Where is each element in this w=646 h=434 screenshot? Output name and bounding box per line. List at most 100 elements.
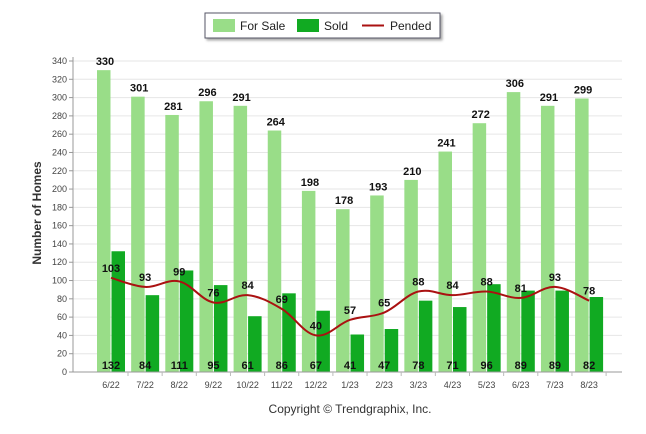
pended-value-label: 99 xyxy=(173,266,185,278)
x-tick-label: 9/22 xyxy=(205,380,223,390)
x-tick-label: 10/22 xyxy=(236,380,259,390)
sold-value-label: 61 xyxy=(241,360,253,372)
y-tick-label: 0 xyxy=(62,367,67,377)
pended-value-label: 40 xyxy=(310,320,322,332)
sold-value-label: 67 xyxy=(310,360,322,372)
x-tick-label: 6/22 xyxy=(102,380,120,390)
for-sale-value-label: 272 xyxy=(471,109,489,121)
for-sale-value-label: 291 xyxy=(540,92,558,104)
sold-value-label: 89 xyxy=(549,360,561,372)
sold-value-label: 96 xyxy=(481,360,493,372)
for-sale-value-label: 306 xyxy=(506,78,524,90)
y-tick-label: 340 xyxy=(52,56,67,66)
y-tick-label: 260 xyxy=(52,129,67,139)
bar-for-sale xyxy=(506,92,521,372)
sold-value-label: 111 xyxy=(171,360,188,372)
for-sale-value-label: 296 xyxy=(198,87,216,99)
bar-sold xyxy=(145,295,160,372)
for-sale-value-label: 281 xyxy=(164,101,182,113)
y-tick-label: 60 xyxy=(57,312,67,322)
pended-value-label: 93 xyxy=(139,272,151,284)
y-tick-label: 180 xyxy=(52,202,67,212)
for-sale-value-label: 264 xyxy=(267,117,286,129)
x-tick-label: 7/23 xyxy=(546,380,564,390)
grid xyxy=(73,60,622,373)
pended-value-label: 57 xyxy=(344,305,356,317)
bar-sold xyxy=(213,285,228,372)
bar-sold xyxy=(350,334,365,372)
for-sale-value-label: 241 xyxy=(437,138,455,150)
legend-box xyxy=(204,12,441,39)
legend-swatch-for-sale xyxy=(213,19,235,32)
bar-for-sale xyxy=(336,209,350,372)
y-tick-label: 300 xyxy=(52,93,67,103)
pended-value-label: 88 xyxy=(412,277,424,289)
bars xyxy=(97,70,604,373)
bar-for-sale xyxy=(97,70,111,372)
y-tick-label: 20 xyxy=(57,349,67,359)
pended-value-label: 76 xyxy=(207,287,219,299)
y-tick-label: 80 xyxy=(57,294,67,304)
bar-sold xyxy=(384,329,399,372)
x-tick-label: 2/23 xyxy=(375,380,393,390)
bar-for-sale xyxy=(540,105,555,372)
bar-for-sale xyxy=(199,101,213,372)
x-tick-label: 1/23 xyxy=(341,380,359,390)
y-tick-label: 160 xyxy=(52,221,67,231)
bar-sold xyxy=(521,290,535,372)
y-tick-label: 120 xyxy=(52,257,67,267)
y-tick-label: 100 xyxy=(52,276,67,286)
data-labels: 330 132 301 84 281 111 296 95 291 61 264 86 198 67 178… xyxy=(96,56,595,372)
bar-sold xyxy=(487,284,501,372)
bar-for-sale xyxy=(301,190,316,372)
x-tick-label: 3/23 xyxy=(410,380,428,390)
y-tick-label: 280 xyxy=(52,111,67,121)
x-tick-label: 4/23 xyxy=(444,380,462,390)
bar-for-sale xyxy=(370,195,384,372)
bar-for-sale xyxy=(233,105,248,372)
for-sale-value-label: 330 xyxy=(96,56,114,68)
x-tick-label: 8/23 xyxy=(580,380,598,390)
legend: For Sale Sold Pended xyxy=(204,12,441,39)
bar-sold xyxy=(589,296,604,372)
x-tick-label: 7/22 xyxy=(136,380,154,390)
axes: 0 20 40 60 80 100 120 140 160 180 200 220 240 260 280 3… xyxy=(52,56,622,390)
legend-swatch-sold xyxy=(297,19,319,32)
pended-line xyxy=(110,276,590,337)
for-sale-value-label: 291 xyxy=(232,92,250,104)
sold-value-label: 95 xyxy=(207,360,219,372)
for-sale-value-label: 210 xyxy=(403,166,421,178)
legend-label-pended: Pended xyxy=(390,19,431,33)
pended-value-label: 81 xyxy=(515,283,527,295)
for-sale-value-label: 301 xyxy=(130,83,148,95)
for-sale-value-label: 178 xyxy=(335,195,353,207)
bar-for-sale xyxy=(438,151,452,372)
y-tick-label: 220 xyxy=(52,166,67,176)
bar-sold xyxy=(179,270,194,372)
bar-for-sale xyxy=(404,179,418,372)
sold-value-label: 89 xyxy=(515,360,527,372)
y-tick-label: 40 xyxy=(57,330,67,340)
bar-for-sale xyxy=(575,98,589,373)
y-tick-label: 320 xyxy=(52,74,67,84)
pended-value-label: 103 xyxy=(102,263,120,275)
pended-value-label: 65 xyxy=(378,298,390,310)
y-tick-label: 140 xyxy=(52,239,67,249)
x-tick-label: 5/23 xyxy=(478,380,496,390)
pended-line-group xyxy=(110,276,590,337)
for-sale-value-label: 198 xyxy=(301,177,319,189)
sold-value-label: 41 xyxy=(344,360,356,372)
bar-sold xyxy=(453,307,467,372)
for-sale-value-label: 299 xyxy=(574,85,592,97)
bar-sold xyxy=(418,300,433,372)
pended-value-label: 84 xyxy=(446,280,459,292)
bar-for-sale xyxy=(267,130,282,372)
bar-sold xyxy=(555,290,569,372)
bar-sold xyxy=(282,293,296,372)
x-tick-label: 8/22 xyxy=(171,380,189,390)
pended-value-label: 69 xyxy=(276,294,288,306)
y-tick-label: 200 xyxy=(52,184,67,194)
bar-for-sale xyxy=(131,96,145,373)
